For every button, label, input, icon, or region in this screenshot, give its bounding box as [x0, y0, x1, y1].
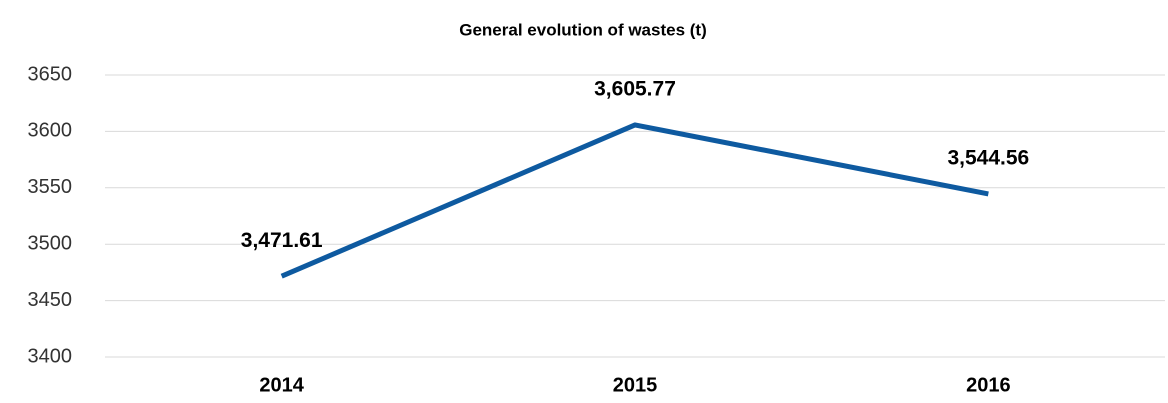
x-tick-label: 2016 — [966, 374, 1011, 396]
data-label: 3,471.61 — [241, 229, 323, 252]
y-tick-label: 3450 — [28, 289, 73, 311]
y-tick-label: 3550 — [28, 176, 73, 198]
y-tick-label: 3600 — [28, 120, 73, 142]
series-line — [280, 122, 989, 279]
y-tick-label: 3400 — [28, 345, 73, 367]
y-tick-label: 3500 — [28, 232, 73, 254]
chart-title: General evolution of wastes (t) — [459, 20, 707, 39]
x-tick-label: 2014 — [259, 374, 304, 396]
x-tick-label: 2015 — [613, 374, 658, 396]
data-label: 3,605.77 — [594, 77, 676, 100]
data-label: 3,544.56 — [947, 146, 1029, 169]
y-tick-label: 3650 — [28, 63, 73, 85]
